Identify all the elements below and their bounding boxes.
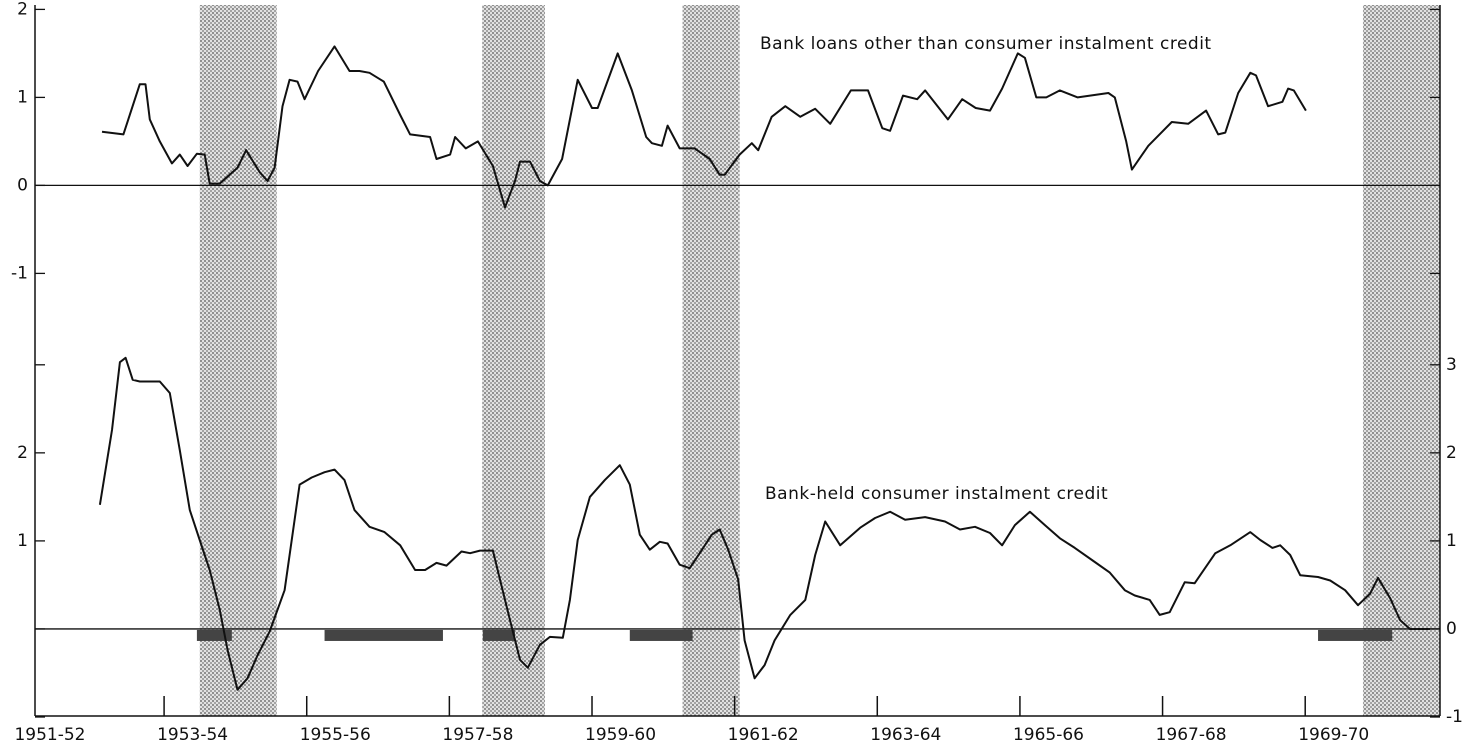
series-label: Bank-held consumer instalment credit [765, 484, 1108, 504]
x-tick-label: 1967-68 [1156, 725, 1227, 745]
y-tick-label: 2 [1446, 443, 1457, 463]
series-line [98, 356, 1430, 691]
y-tick-label: 2 [17, 0, 28, 19]
shaded-period [1362, 5, 1440, 716]
period-bar [629, 629, 693, 641]
y-tick-label: 1 [17, 531, 28, 551]
period-bar [324, 629, 443, 641]
x-tick-label: 1965-66 [1013, 725, 1084, 745]
series-line [101, 45, 1307, 209]
shaded-period [482, 5, 545, 716]
y-tick-label: 0 [1446, 619, 1457, 639]
y-tick-label: 3 [1446, 355, 1457, 375]
period-bar [196, 629, 232, 641]
x-tick-label: 1963-64 [870, 725, 941, 745]
y-tick-label: 1 [17, 87, 28, 107]
period-bar [1318, 629, 1393, 641]
x-tick-label: 1957-58 [442, 725, 513, 745]
y-tick-label: 1 [1446, 531, 1457, 551]
x-tick-label: 1959-60 [585, 725, 656, 745]
x-tick-label: 1961-62 [728, 725, 799, 745]
y-tick-label: -1 [11, 263, 28, 283]
shaded-period [199, 5, 277, 716]
y-tick-label: 0 [17, 175, 28, 195]
period-bar [482, 629, 515, 641]
series-label: Bank loans other than consumer instalmen… [760, 34, 1212, 54]
y-tick-label: -1 [1446, 707, 1463, 727]
shaded-period [682, 5, 740, 716]
x-tick-label: 1955-56 [300, 725, 371, 745]
x-tick-label: 1951-52 [14, 725, 85, 745]
y-tick-label: 2 [17, 443, 28, 463]
x-tick-label: 1953-54 [157, 725, 228, 745]
x-tick-label: 1969-70 [1298, 725, 1369, 745]
